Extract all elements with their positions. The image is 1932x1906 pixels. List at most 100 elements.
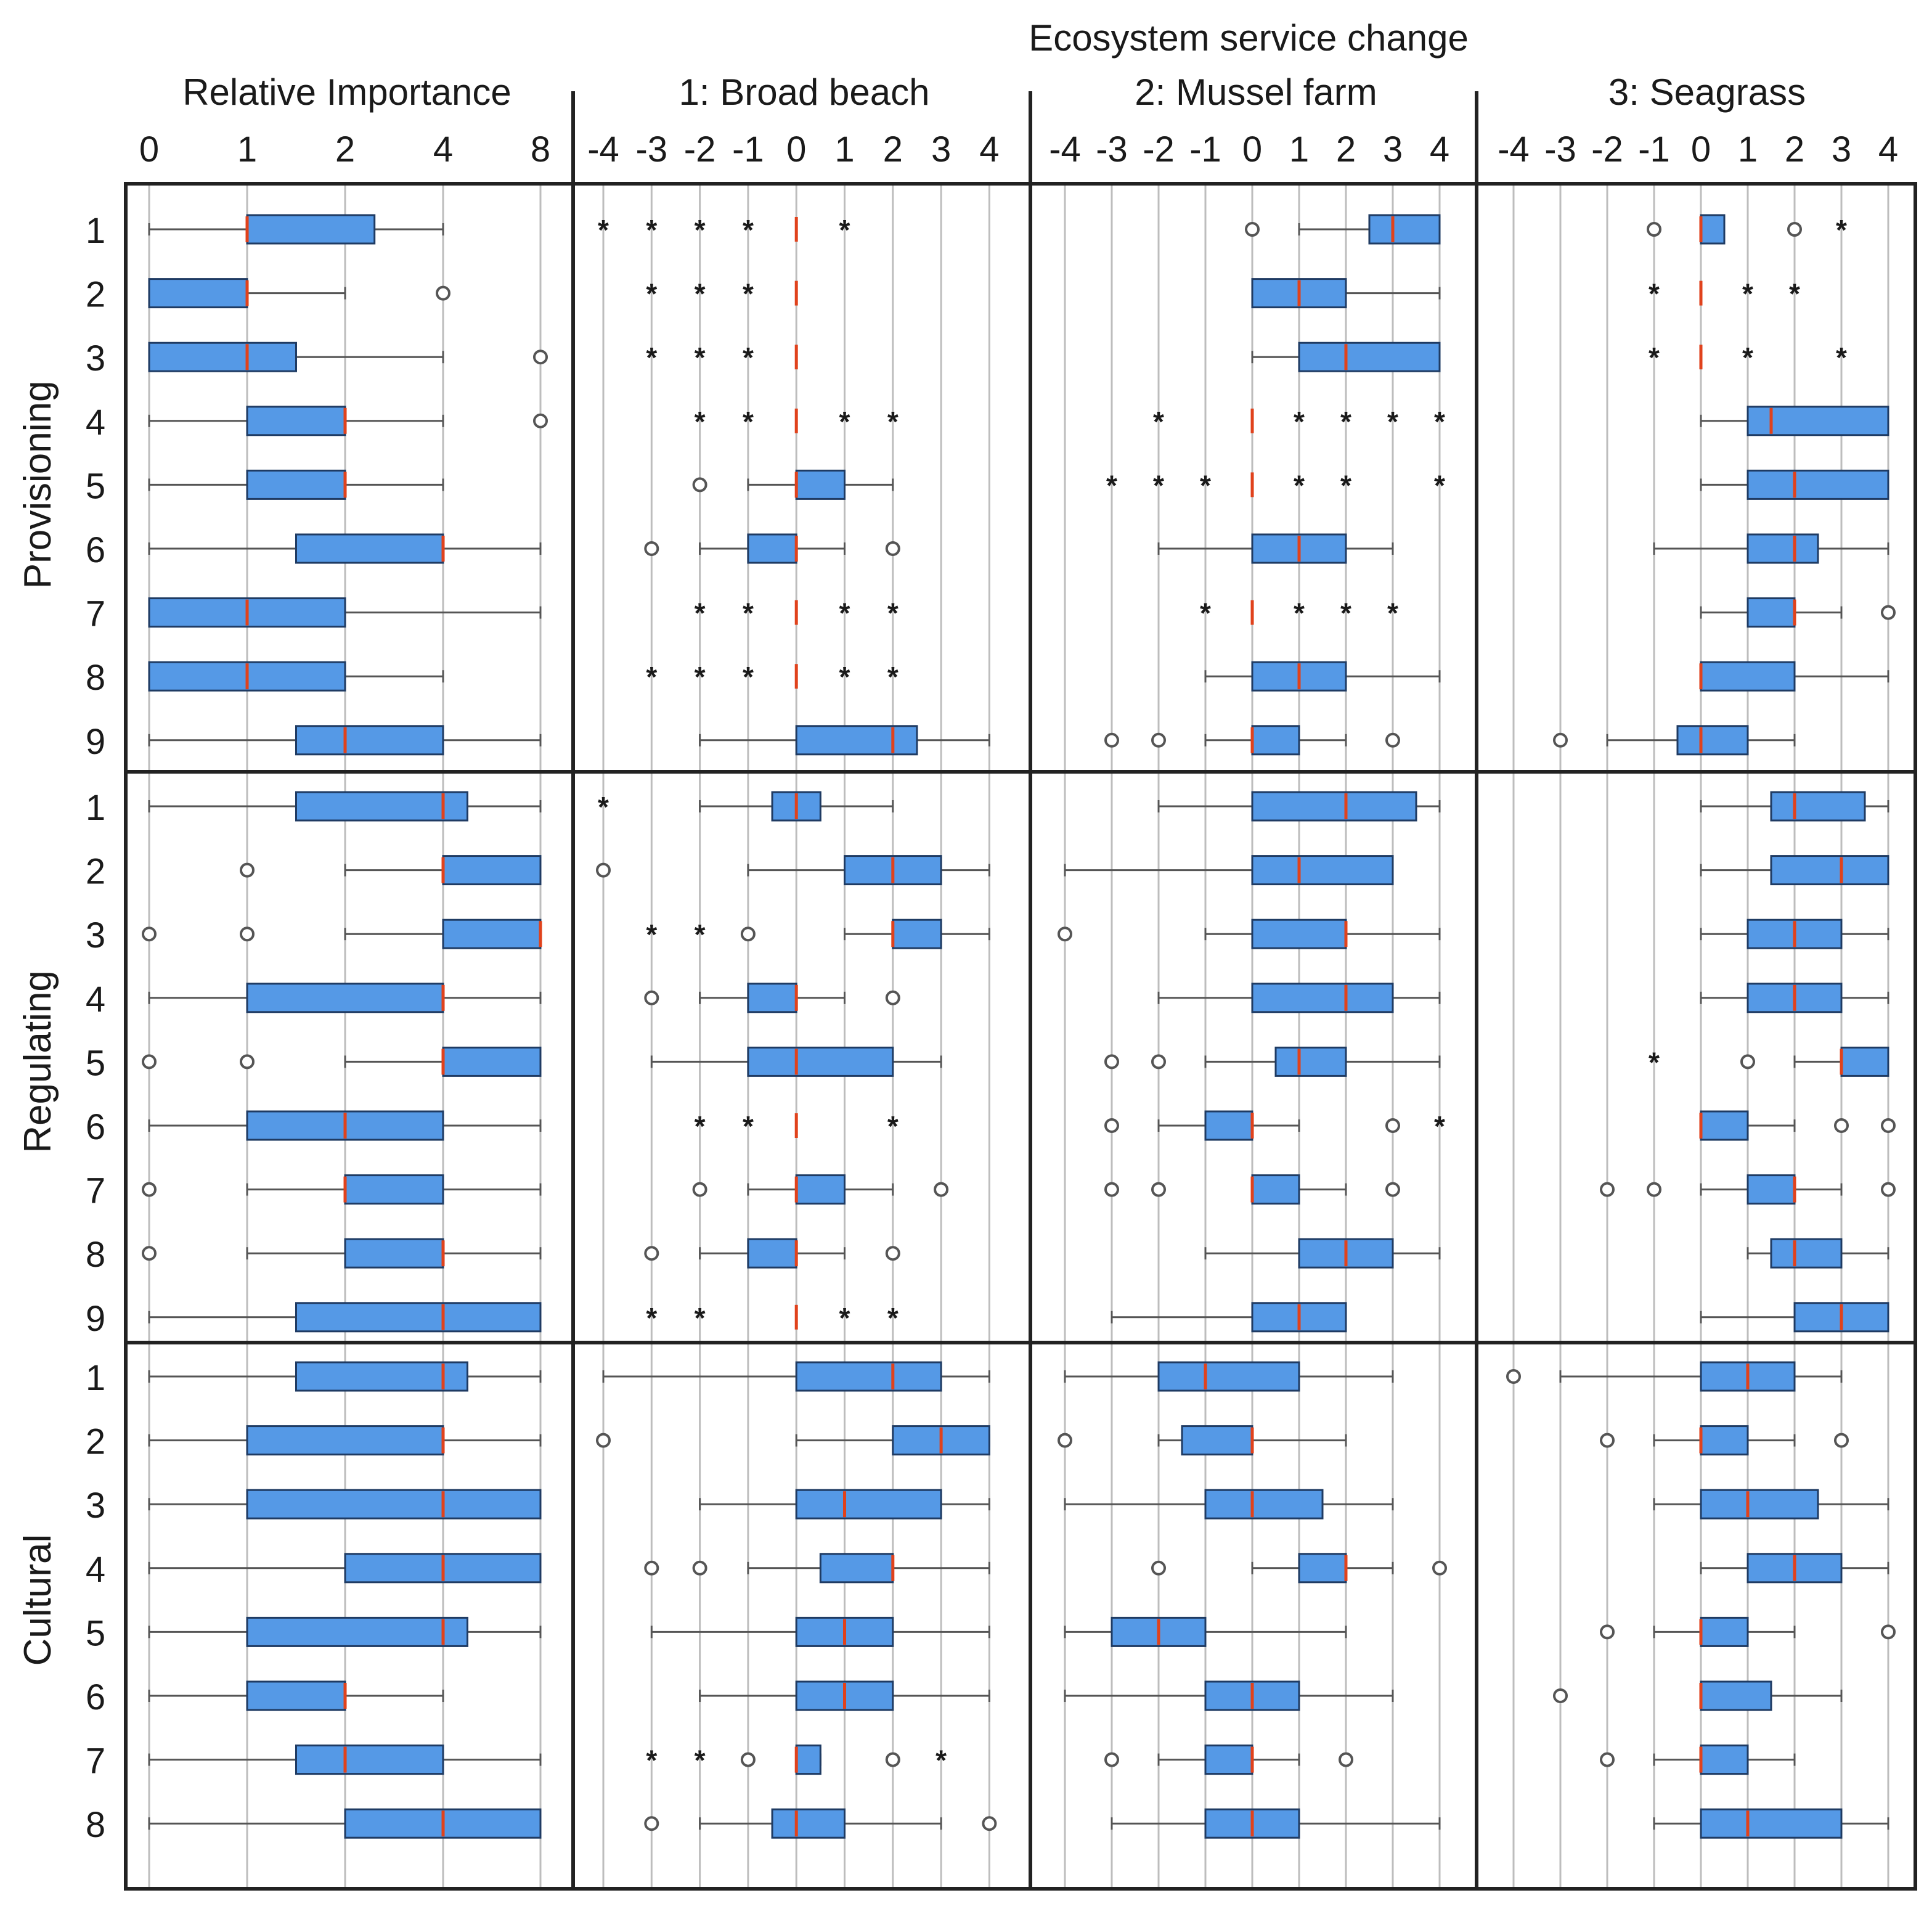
seagrass-outlier-circle [1553,1688,1568,1703]
seagrass-outlier-circle [1647,222,1661,237]
beach-outlier-circle [692,1182,707,1197]
beach-outlier-star: * [646,342,657,374]
rel-box [295,1744,444,1775]
beach-outlier-star: * [695,918,706,951]
row-label: 2 [86,852,105,892]
row-label: 4 [86,980,105,1020]
seagrass-box [1747,533,1819,564]
row-label: 2 [86,1422,105,1462]
row-label: 5 [86,1043,105,1083]
beach-box [771,1808,846,1839]
beach-outlier-star: * [935,1744,947,1777]
mussel-outlier-circle [1104,1118,1119,1133]
beach-outlier-star: * [646,214,657,246]
mussel-tick-label: -1 [1189,129,1221,170]
rel-outlier-circle [240,1054,255,1070]
row-label: 5 [86,1613,105,1653]
seagrass-outlier-circle [1506,1369,1521,1384]
mussel-box [1251,983,1394,1013]
row-label: 6 [86,1677,105,1717]
seagrass-tick-label: 1 [1738,129,1758,170]
mussel-outlier-star: * [1294,406,1305,438]
rel-box [246,1425,444,1456]
rel-box [246,1680,346,1711]
beach-outlier-star: * [839,661,850,693]
beach-box [747,1046,894,1077]
seagrass-outlier-circle [1787,222,1802,237]
rel-tick-label: 2 [335,129,355,170]
seagrass-outlier-circle [1647,1182,1661,1197]
beach-tick-label: -1 [732,129,764,170]
rel-box [295,791,468,822]
seagrass-outlier-circle [1834,1118,1849,1133]
seagrass-tick-label: -3 [1544,129,1576,170]
rel-box [442,855,542,886]
beach-outlier-star: * [695,597,706,629]
beach-outlier-star: * [695,1302,706,1334]
rel-box [295,533,444,564]
group-label-cultural: Cultural [17,1534,59,1666]
rel-box [442,1046,542,1077]
panel-title-seagrass: 3: Seagrass [1608,72,1806,113]
beach-tick-label: 4 [979,129,999,170]
seagrass-box [1770,1238,1843,1269]
seagrass-box [1747,1174,1796,1205]
beach-outlier-star: * [695,278,706,310]
mussel-outlier-circle [1104,1182,1119,1197]
rel-box [246,214,376,245]
mussel-outlier-circle [1245,222,1260,237]
mussel-outlier-star: * [1387,597,1398,629]
row-label: 3 [86,338,105,378]
row-label: 9 [86,722,105,762]
beach-outlier-circle [885,541,900,556]
group-label-regulating: Regulating [17,970,59,1153]
beach-tick-label: 3 [931,129,951,170]
row-label: 3 [86,1486,105,1526]
beach-outlier-circle [885,1246,900,1261]
mussel-outlier-star: * [1106,469,1117,501]
beach-outlier-circle [596,1433,611,1448]
beach-outlier-star: * [887,1110,899,1142]
mussel-box [1368,214,1441,245]
beach-outlier-star: * [743,661,754,693]
beach-outlier-star: * [695,342,706,374]
seagrass-tick-label: 0 [1691,129,1711,170]
row-label: 9 [86,1299,105,1339]
seagrass-outlier-star: * [1742,342,1753,374]
mussel-tick-label: -4 [1049,129,1081,170]
mussel-tick-label: 3 [1383,129,1403,170]
mussel-box [1298,1553,1347,1584]
beach-outlier-circle [644,1816,659,1831]
beach-box [747,1238,797,1269]
rel-box [344,1174,444,1205]
mussel-outlier-star: * [1153,469,1164,501]
mussel-outlier-star: * [1294,597,1305,629]
seagrass-box [1700,1489,1819,1519]
beach-outlier-circle [934,1182,949,1197]
seagrass-box [1700,1808,1843,1839]
beach-outlier-circle [885,990,900,1005]
mussel-box [1204,1110,1253,1141]
rel-outlier-circle [142,1182,157,1197]
beach-box [795,1174,846,1205]
mussel-outlier-circle [1385,1182,1400,1197]
seagrass-tick-label: 4 [1878,129,1898,170]
rel-box [246,983,444,1013]
beach-outlier-star: * [646,918,657,951]
mussel-outlier-circle [1151,1182,1166,1197]
mussel-box [1157,1361,1300,1392]
seagrass-box [1747,469,1889,500]
mussel-box [1251,1174,1300,1205]
beach-outlier-star: * [887,597,899,629]
beach-outlier-circle [692,477,707,493]
beach-tick-label: -3 [636,129,668,170]
seagrass-outlier-circle [1834,1433,1849,1448]
beach-tick-label: 1 [834,129,854,170]
seagrass-tick-label: -1 [1638,129,1670,170]
rel-tick-label: 0 [139,129,159,170]
mussel-outlier-circle [1151,1560,1166,1576]
mussel-outlier-star: * [1387,406,1398,438]
beach-box [819,1553,894,1584]
mussel-outlier-star: * [1200,469,1211,501]
seagrass-tick-label: 3 [1832,129,1851,170]
